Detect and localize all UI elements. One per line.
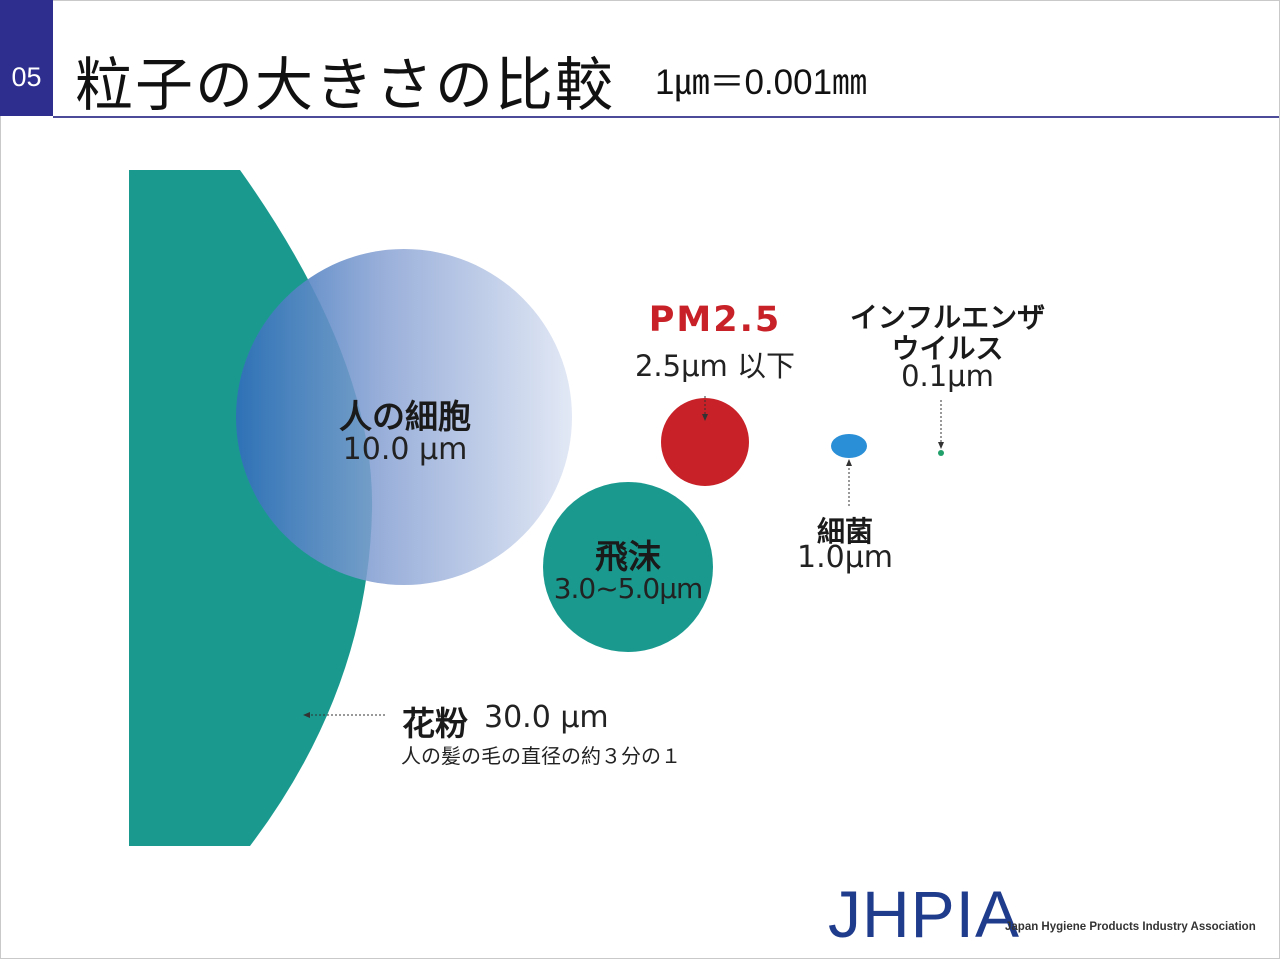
droplet-size: 3.0~5.0μm — [553, 572, 704, 605]
pm25-name: PM2.5 — [648, 300, 782, 340]
slide-number-badge: 05 — [0, 0, 53, 116]
human-cell-size: 10.0 μm — [342, 432, 468, 467]
droplet-name: 飛沫 — [595, 537, 661, 576]
pollen-name: 花粉 — [402, 704, 468, 743]
jhpia-logo: JHPIA — [828, 877, 1021, 951]
header-divider — [53, 116, 1279, 118]
influenza-virus-particle — [938, 450, 944, 456]
unit-conversion-note: 1㎛＝0.001㎜ — [655, 63, 868, 102]
pm25-size: 2.5μm 以下 — [634, 349, 796, 383]
pollen-size: 30.0 μm — [484, 700, 609, 735]
pm25-particle — [661, 398, 749, 486]
human-cell-name: 人の細胞 — [339, 397, 471, 436]
bacteria-particle — [831, 434, 867, 458]
influenza-size: 0.1μm — [901, 359, 994, 393]
influenza-name-line2: ウイルス — [891, 332, 1004, 365]
human-cell-particle — [236, 249, 572, 585]
bacteria-size: 1.0μm — [796, 540, 894, 575]
droplet-particle — [543, 482, 713, 652]
slide-title: 粒子の大きさの比較 — [75, 51, 616, 119]
organization-name: Japan Hygiene Products Industry Associat… — [1005, 921, 1256, 933]
pollen-note: 人の髪の毛の直径の約３分の１ — [401, 744, 681, 768]
influenza-name-line1: インフルエンザ — [849, 301, 1046, 334]
slide-number: 05 — [11, 62, 42, 92]
bacteria-name: 細菌 — [816, 515, 873, 548]
